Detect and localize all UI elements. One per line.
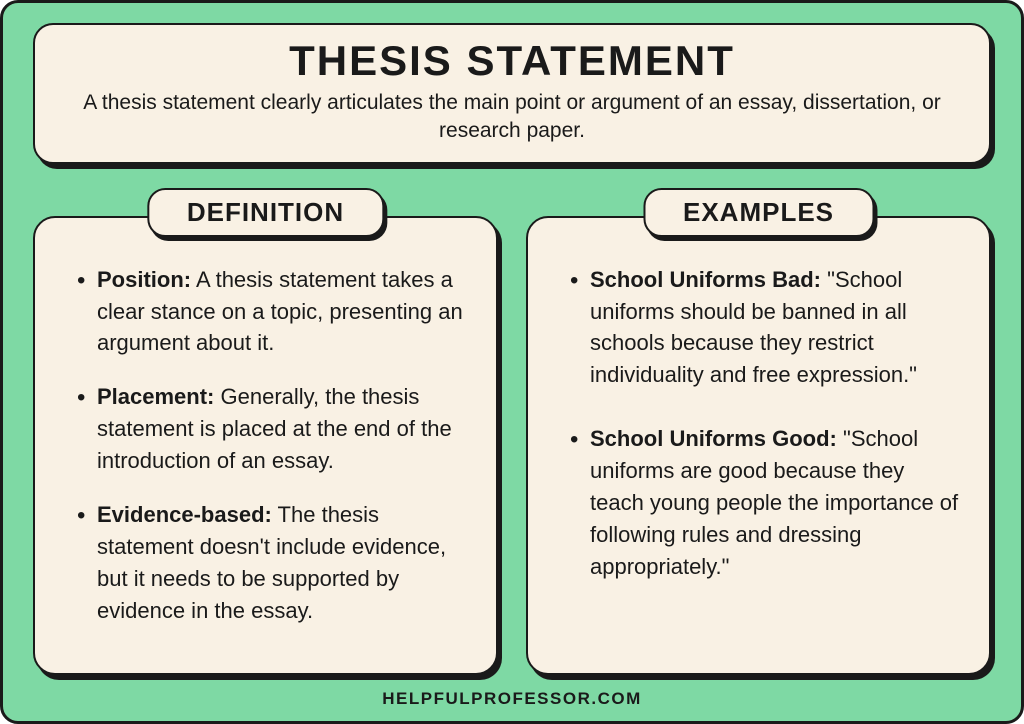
header-card: THESIS STATEMENT A thesis statement clea… <box>33 23 991 164</box>
item-label: Placement: <box>97 384 214 409</box>
examples-list: School Uniforms Bad: "School uniforms sh… <box>558 264 959 583</box>
list-item: School Uniforms Good: "School uniforms a… <box>570 423 959 582</box>
definition-card: Position: A thesis statement takes a cle… <box>33 216 498 675</box>
list-item: School Uniforms Bad: "School uniforms sh… <box>570 264 959 392</box>
footer-attribution: HELPFULPROFESSOR.COM <box>33 689 991 709</box>
main-title: THESIS STATEMENT <box>65 37 959 85</box>
definition-list: Position: A thesis statement takes a cle… <box>65 264 466 627</box>
subtitle: A thesis statement clearly articulates t… <box>65 89 959 146</box>
list-item: Placement: Generally, the thesis stateme… <box>77 381 466 477</box>
item-label: School Uniforms Bad: <box>590 267 821 292</box>
item-label: School Uniforms Good: <box>590 426 837 451</box>
definition-tab: DEFINITION <box>147 188 384 237</box>
list-item: Evidence-based: The thesis statement doe… <box>77 499 466 627</box>
examples-tab: EXAMPLES <box>643 188 874 237</box>
item-label: Evidence-based: <box>97 502 272 527</box>
left-column: DEFINITION Position: A thesis statement … <box>33 192 498 675</box>
item-label: Position: <box>97 267 191 292</box>
right-column: EXAMPLES School Uniforms Bad: "School un… <box>526 192 991 675</box>
list-item: Position: A thesis statement takes a cle… <box>77 264 466 360</box>
columns-wrapper: DEFINITION Position: A thesis statement … <box>33 192 991 675</box>
infographic-container: THESIS STATEMENT A thesis statement clea… <box>0 0 1024 724</box>
examples-card: School Uniforms Bad: "School uniforms sh… <box>526 216 991 675</box>
